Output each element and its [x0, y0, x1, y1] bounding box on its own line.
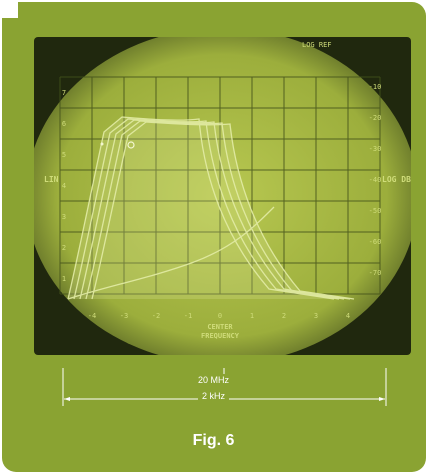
right-tick-label: -10	[369, 83, 382, 91]
marker-dot	[100, 142, 104, 146]
center-label: CENTER	[207, 323, 233, 331]
x-tick-label: -4	[88, 312, 96, 320]
trace-fill	[68, 117, 354, 299]
x-tick-label: 2	[282, 312, 286, 320]
left-tick-label: 4	[62, 182, 66, 190]
right-tick-labels: -10 -20 -30 -40 -50 -60 -70	[369, 83, 382, 277]
span-caption-text: 2 kHz	[197, 391, 229, 401]
right-tick-label: -40	[369, 176, 382, 184]
left-tick-label: 6	[62, 120, 66, 128]
figure-label: Fig. 6	[192, 432, 235, 449]
log-ref-label: LOG REF	[302, 41, 332, 49]
x-tick-label: 1	[250, 312, 254, 320]
span-bracket	[62, 368, 387, 406]
scope-screen: -4 -3 -2 -1 0 1 2 3 4 7 6 5 4 3 2 1 -10 …	[34, 37, 411, 355]
left-tick-label: 1	[62, 275, 66, 283]
left-tick-label: 5	[62, 151, 66, 159]
x-tick-label: -1	[184, 312, 192, 320]
lin-label: LIN	[44, 175, 59, 184]
right-tick-label: -20	[369, 114, 382, 122]
x-tick-labels: -4 -3 -2 -1 0 1 2 3 4	[88, 312, 350, 320]
left-tick-label: 7	[62, 89, 66, 97]
log-db-label: LOG DB	[382, 175, 411, 184]
x-tick-label: 3	[314, 312, 318, 320]
right-tick-label: -30	[369, 145, 382, 153]
left-tick-label: 3	[62, 213, 66, 221]
span-caption: 2 kHz	[0, 391, 427, 401]
right-tick-label: -70	[369, 269, 382, 277]
right-tick-label: -50	[369, 207, 382, 215]
panel-notch	[0, 0, 18, 18]
frequency-label: FREQUENCY	[201, 332, 240, 340]
x-tick-label: 4	[346, 312, 350, 320]
left-tick-labels: 7 6 5 4 3 2 1	[62, 89, 66, 283]
center-frequency-caption: 20 MHz	[197, 375, 229, 385]
right-tick-label: -60	[369, 238, 382, 246]
x-tick-label: -2	[152, 312, 160, 320]
graticule	[59, 76, 381, 295]
x-tick-label: 0	[218, 312, 222, 320]
oscilloscope-display: -4 -3 -2 -1 0 1 2 3 4 7 6 5 4 3 2 1 -10 …	[34, 37, 411, 355]
left-tick-label: 2	[62, 244, 66, 252]
x-tick-label: -3	[120, 312, 128, 320]
marker-dot	[127, 141, 135, 149]
signal-traces	[67, 116, 355, 300]
